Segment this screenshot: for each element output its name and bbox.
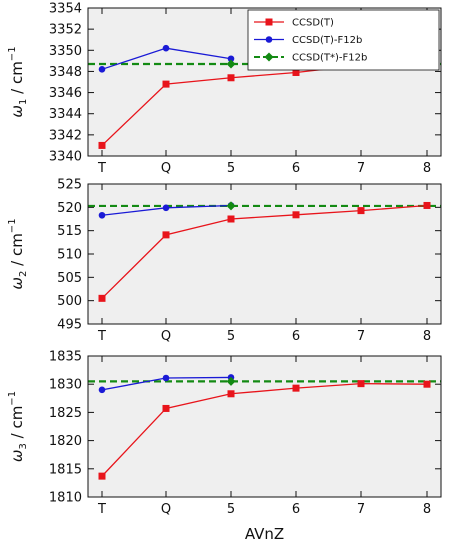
y-axis-title-part: / cm bbox=[8, 406, 26, 443]
data-point bbox=[227, 55, 235, 63]
y-tick-label: 1830 bbox=[49, 378, 82, 393]
data-point bbox=[357, 380, 365, 388]
data-point bbox=[98, 472, 106, 480]
data-point bbox=[357, 207, 365, 215]
y-tick-label: 1835 bbox=[49, 350, 82, 365]
y-tick-label: 3340 bbox=[49, 150, 82, 165]
x-tick-label: 8 bbox=[423, 502, 431, 517]
data-point bbox=[98, 141, 106, 149]
y-tick-label: 525 bbox=[57, 178, 82, 193]
y-tick-label: 3352 bbox=[49, 23, 82, 38]
y-tick-label: 495 bbox=[57, 318, 82, 333]
data-point bbox=[162, 44, 170, 52]
x-tick-label: 6 bbox=[292, 502, 300, 517]
x-tick-label: 5 bbox=[227, 161, 235, 176]
series-line bbox=[101, 382, 428, 477]
x-tick-label: 6 bbox=[292, 161, 300, 176]
data-point bbox=[292, 68, 300, 76]
y-axis-title-part: −1 bbox=[7, 46, 18, 61]
y-tick-label: 3350 bbox=[49, 44, 82, 59]
y-tick-label: 1820 bbox=[49, 434, 82, 449]
data-point bbox=[423, 380, 431, 388]
y-axis-title-part: ω bbox=[8, 105, 26, 118]
y-axis-title-part: 2 bbox=[18, 271, 29, 277]
y-tick-label: 3354 bbox=[49, 2, 82, 17]
data-point bbox=[227, 74, 235, 82]
x-tick-label: T bbox=[97, 502, 106, 517]
chart-panel-3: 1810 1815 1820 1825 1830 1835 T Q 5 6 7 8 ω3 / cm−1 A… bbox=[7, 350, 442, 543]
legend-label: CCSD(T)-F12b bbox=[292, 35, 362, 46]
series-line bbox=[101, 204, 428, 299]
data-point bbox=[227, 390, 235, 398]
plot-frame bbox=[87, 183, 442, 325]
x-tick-label: 7 bbox=[357, 502, 365, 517]
y-axis-title: ω3 / cm−1 bbox=[7, 391, 29, 462]
data-point bbox=[226, 201, 236, 211]
y-tick-label: 3348 bbox=[49, 65, 82, 80]
legend-label: CCSD(T) bbox=[292, 18, 334, 29]
data-point bbox=[226, 59, 236, 69]
x-tick-label: 8 bbox=[423, 161, 431, 176]
data-point bbox=[292, 211, 300, 219]
y-axis-title-part: −1 bbox=[7, 391, 18, 406]
y-tick-label: 3344 bbox=[49, 107, 82, 122]
x-tick-label: T bbox=[97, 161, 106, 176]
legend-marker bbox=[264, 52, 274, 62]
y-axis-title-part: 1 bbox=[18, 99, 29, 105]
data-point bbox=[162, 404, 170, 412]
data-point bbox=[98, 66, 106, 73]
y-tick-label: 3346 bbox=[49, 86, 82, 101]
legend: CCSD(T) CCSD(T)-F12b CCSD(T*)-F12b bbox=[247, 9, 440, 71]
x-tick-label: 6 bbox=[292, 329, 300, 344]
data-point bbox=[162, 374, 170, 382]
data-point bbox=[162, 80, 170, 88]
y-axis-title-part: ω bbox=[8, 450, 26, 463]
legend-marker bbox=[265, 18, 273, 26]
y-axis-title-part: −1 bbox=[7, 218, 18, 233]
y-tick-label: 1815 bbox=[49, 462, 82, 477]
legend-marker bbox=[265, 36, 273, 43]
x-tick-label: 5 bbox=[227, 502, 235, 517]
x-tick-label: Q bbox=[161, 329, 171, 344]
plot-frame bbox=[87, 7, 442, 157]
legend-label: CCSD(T*)-F12b bbox=[292, 53, 367, 64]
x-tick-label: Q bbox=[161, 502, 171, 517]
y-axis-title-part: / cm bbox=[8, 233, 26, 270]
data-point bbox=[162, 231, 170, 239]
x-tick-label: 5 bbox=[227, 329, 235, 344]
x-tick-label: T bbox=[97, 329, 106, 344]
x-tick-label: 8 bbox=[423, 329, 431, 344]
y-tick-label: 505 bbox=[57, 271, 82, 286]
y-axis-title-part: 3 bbox=[18, 443, 29, 449]
data-point bbox=[98, 211, 106, 219]
y-tick-label: 515 bbox=[57, 224, 82, 239]
y-tick-label: 500 bbox=[57, 294, 82, 309]
data-point bbox=[98, 294, 106, 302]
plot-frame bbox=[87, 355, 442, 498]
y-tick-label: 3342 bbox=[49, 128, 82, 143]
data-point bbox=[423, 201, 431, 209]
x-axis-title: AVnZ bbox=[245, 525, 284, 543]
y-axis-title-part: / cm bbox=[8, 61, 26, 98]
y-tick-label: 1825 bbox=[49, 406, 82, 421]
y-tick-label: 520 bbox=[57, 201, 82, 216]
x-tick-label: 7 bbox=[357, 329, 365, 344]
data-point bbox=[292, 384, 300, 392]
y-tick-label: 1810 bbox=[49, 491, 82, 506]
data-point bbox=[226, 376, 236, 386]
y-axis-title: ω1 / cm−1 bbox=[7, 46, 29, 117]
data-point bbox=[98, 386, 106, 394]
x-tick-label: 7 bbox=[357, 161, 365, 176]
y-axis-title: ω2 / cm−1 bbox=[7, 218, 29, 289]
y-axis-title-part: ω bbox=[8, 277, 26, 290]
plot-area bbox=[88, 356, 441, 497]
chart-panel-2: 495 500 505 510 515 520 525 T Q 5 6 7 8 ω2 / cm−1 bbox=[7, 178, 442, 344]
y-tick-label: 510 bbox=[57, 248, 82, 263]
data-point bbox=[227, 215, 235, 223]
data-point bbox=[162, 204, 170, 212]
x-tick-label: Q bbox=[161, 161, 171, 176]
